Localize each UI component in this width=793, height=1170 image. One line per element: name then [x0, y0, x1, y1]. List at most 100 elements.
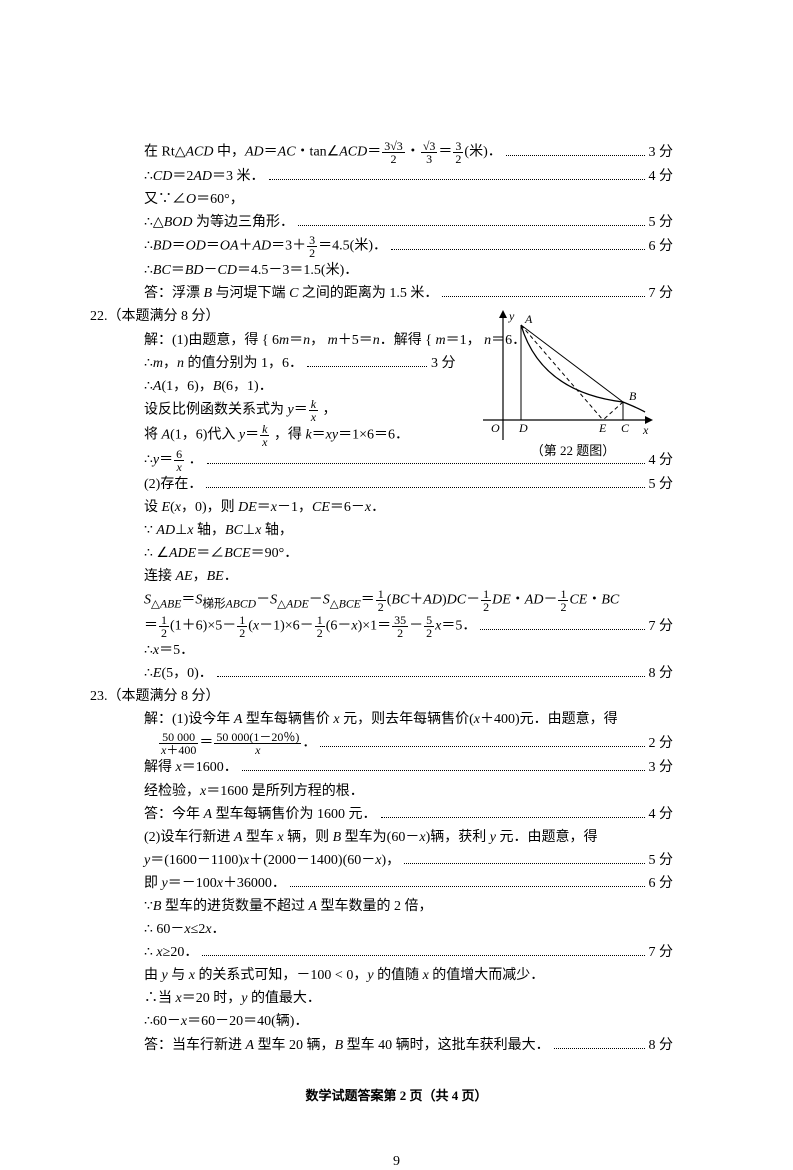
- score-label: 6 分: [649, 235, 674, 258]
- score-label: 7 分: [649, 615, 674, 638]
- dot-leader: [298, 215, 645, 226]
- solution-line: (2)存在． 5 分: [120, 473, 673, 496]
- line-text: 由 y 与 x 的关系式可知，－100 < 0，y 的值随 x 的值增大而减少．: [144, 964, 544, 987]
- line-text: 连接 AE，BE．: [144, 565, 238, 588]
- dot-leader: [391, 239, 645, 250]
- svg-text:C: C: [621, 421, 630, 435]
- score-label: 3 分: [649, 756, 674, 779]
- solution-line: ∴当 x＝20 时，y 的值最大．: [120, 987, 673, 1010]
- line-text: 答：当车行新进 A 型车 20 辆，B 型车 40 辆时，这批车获利最大．: [144, 1034, 550, 1057]
- dot-leader: [290, 876, 645, 887]
- dot-leader: [217, 666, 645, 677]
- line-text: y＝(1600－1100)x＋(2000－1400)(60－x)，: [144, 849, 400, 872]
- svg-text:x: x: [642, 423, 649, 437]
- solution-line: 又∵∠O＝60°，: [120, 188, 673, 211]
- svg-text:O: O: [491, 421, 500, 435]
- solution-line: y＝(1600－1100)x＋(2000－1400)(60－x)， 5 分: [120, 849, 673, 872]
- dot-leader: [404, 853, 644, 864]
- dot-leader: [269, 169, 645, 180]
- svg-text:D: D: [518, 421, 528, 435]
- figure-caption: （第 22 题图）: [483, 440, 663, 459]
- solution-line: 由 y 与 x 的关系式可知，－100 < 0，y 的值随 x 的值增大而减少．: [120, 964, 673, 987]
- line-text: 经检验，x＝1600 是所列方程的根．: [144, 780, 364, 803]
- line-text: ∴ 60－x≤2x．: [144, 918, 226, 941]
- solution-line: 设 E(x，0)，则 DE＝x－1，CE＝6－x．: [120, 496, 673, 519]
- line-text: ∴BC＝BD－CD＝4.5－3＝1.5(米)．: [144, 259, 358, 282]
- svg-text:A: A: [524, 312, 533, 326]
- exam-answer-page: 在 Rt△ACD 中，AD＝AC・tan∠ACD＝3√32・√33＝32(米)．…: [0, 0, 793, 1122]
- solution-line: 经检验，x＝1600 是所列方程的根．: [120, 780, 673, 803]
- line-text: 50 000x＋400＝50 000(1－20％)x．: [144, 731, 316, 756]
- line-text: ∴x＝5．: [144, 639, 194, 662]
- line-text: ∴ ∠ADE＝∠BCE＝90°．: [144, 542, 298, 565]
- solution-line: 在 Rt△ACD 中，AD＝AC・tan∠ACD＝3√32・√33＝32(米)．…: [120, 140, 673, 165]
- score-label: 5 分: [649, 211, 674, 234]
- line-text: 22.（本题满分 8 分）: [90, 305, 220, 328]
- line-text: ∵ AD⊥x 轴，BC⊥x 轴，: [144, 519, 293, 542]
- score-label: 8 分: [649, 662, 674, 685]
- line-text: 设反比例函数关系式为 y＝kx ，: [144, 398, 337, 423]
- line-text: 又∵∠O＝60°，: [144, 188, 244, 211]
- solution-line: 解：(1)设今年 A 型车每辆售价 x 元，则去年每辆售价(x＋400)元．由题…: [120, 708, 673, 731]
- score-label: 6 分: [649, 872, 674, 895]
- line-text: ∴BD＝OD＝OA＋AD＝3＋32＝4.5(米)．: [144, 234, 387, 259]
- dot-leader: [206, 477, 644, 488]
- line-text: ∴E(5，0)．: [144, 662, 213, 685]
- line-text: ∴ x≥20．: [144, 941, 198, 964]
- line-text: ∵B 型车的进货数量不超过 A 型车数量的 2 倍，: [144, 895, 433, 918]
- solution-line: 连接 AE，BE．: [120, 565, 673, 588]
- page-number: 9: [120, 1154, 673, 1170]
- solution-line: ∴△BOD 为等边三角形． 5 分: [120, 211, 673, 234]
- line-text: ∴m，n 的值分别为 1，6．: [144, 352, 303, 375]
- line-text: 解：(1)设今年 A 型车每辆售价 x 元，则去年每辆售价(x＋400)元．由题…: [144, 708, 618, 731]
- svg-text:B: B: [629, 389, 637, 403]
- line-text: 在 Rt△ACD 中，AD＝AC・tan∠ACD＝3√32・√33＝32(米)．: [144, 140, 502, 165]
- score-label: 7 分: [649, 941, 674, 964]
- line-text: 将 A(1，6)代入 y＝kx ，得 k＝xy＝1×6＝6．: [144, 423, 409, 448]
- line-text: (2)存在．: [144, 473, 202, 496]
- score-label: 3 分: [431, 352, 456, 375]
- line-text: ∴当 x＝20 时，y 的值最大．: [144, 987, 321, 1010]
- solution-line: ∴E(5，0)． 8 分: [120, 662, 673, 685]
- dot-leader: [320, 736, 644, 747]
- score-label: 4 分: [649, 803, 674, 826]
- solution-line: ∴ x≥20． 7 分: [120, 941, 673, 964]
- solution-line: ∴ 60－x≤2x．: [120, 918, 673, 941]
- score-label: 5 分: [649, 849, 674, 872]
- solution-line: ∵ AD⊥x 轴，BC⊥x 轴，: [120, 519, 673, 542]
- solution-line: (2)设车行新进 A 型车 x 辆，则 B 型车为(60－x)辆，获利 y 元．…: [120, 826, 673, 849]
- line-text: ∴CD＝2AD＝3 米．: [144, 165, 265, 188]
- score-label: 5 分: [649, 473, 674, 496]
- score-label: 3 分: [649, 141, 674, 164]
- score-label: 7 分: [649, 282, 674, 305]
- line-text: ∴△BOD 为等边三角形．: [144, 211, 294, 234]
- solution-line: S△ABE＝S梯形ABCD－S△ADE－S△BCE＝12(BC＋AD)DC－12…: [120, 588, 673, 614]
- line-text: 23.（本题满分 8 分）: [90, 685, 220, 708]
- solution-body: 在 Rt△ACD 中，AD＝AC・tan∠ACD＝3√32・√33＝32(米)．…: [120, 140, 673, 1057]
- figure-22: ODECABxy （第 22 题图）: [483, 310, 663, 459]
- line-text: 答：今年 A 型车每辆售价为 1600 元．: [144, 803, 377, 826]
- line-text: ＝12(1＋6)×5－12(x－1)×6－12(6－x)×1＝352－52x＝5…: [144, 614, 476, 639]
- score-label: 2 分: [649, 732, 674, 755]
- line-text: ∴60－x＝60－20＝40(辆)．: [144, 1010, 308, 1033]
- score-label: 8 分: [649, 1034, 674, 1057]
- line-text: 设 E(x，0)，则 DE＝x－1，CE＝6－x．: [144, 496, 385, 519]
- line-text: 解：(1)由题意，得 { 6m＝n， m＋5＝n．解得 { m＝1， n＝6．: [144, 329, 526, 352]
- dot-leader: [202, 945, 644, 956]
- line-text: S△ABE＝S梯形ABCD－S△ADE－S△BCE＝12(BC＋AD)DC－12…: [144, 588, 619, 614]
- line-text: (2)设车行新进 A 型车 x 辆，则 B 型车为(60－x)辆，获利 y 元．…: [144, 826, 597, 849]
- dot-leader: [442, 286, 644, 297]
- dot-leader: [381, 806, 645, 817]
- dot-leader: [506, 145, 645, 156]
- solution-line: 即 y＝－100x＋36000．6 分: [120, 872, 673, 895]
- line-text: ∴y＝6x ．: [144, 448, 203, 473]
- dot-leader: [242, 760, 645, 771]
- solution-line: 答：今年 A 型车每辆售价为 1600 元． 4 分: [120, 803, 673, 826]
- solution-line: ∴ ∠ADE＝∠BCE＝90°．: [120, 542, 673, 565]
- line-text: ∴A(1，6)，B(6，1)．: [144, 375, 273, 398]
- solution-line: ＝12(1＋6)×5－12(x－1)×6－12(6－x)×1＝352－52x＝5…: [120, 614, 673, 639]
- solution-line: 答：当车行新进 A 型车 20 辆，B 型车 40 辆时，这批车获利最大． 8 分: [120, 1034, 673, 1057]
- solution-line: 解得 x＝1600．3 分: [120, 756, 673, 779]
- svg-text:y: y: [508, 310, 515, 323]
- dot-leader: [307, 355, 427, 366]
